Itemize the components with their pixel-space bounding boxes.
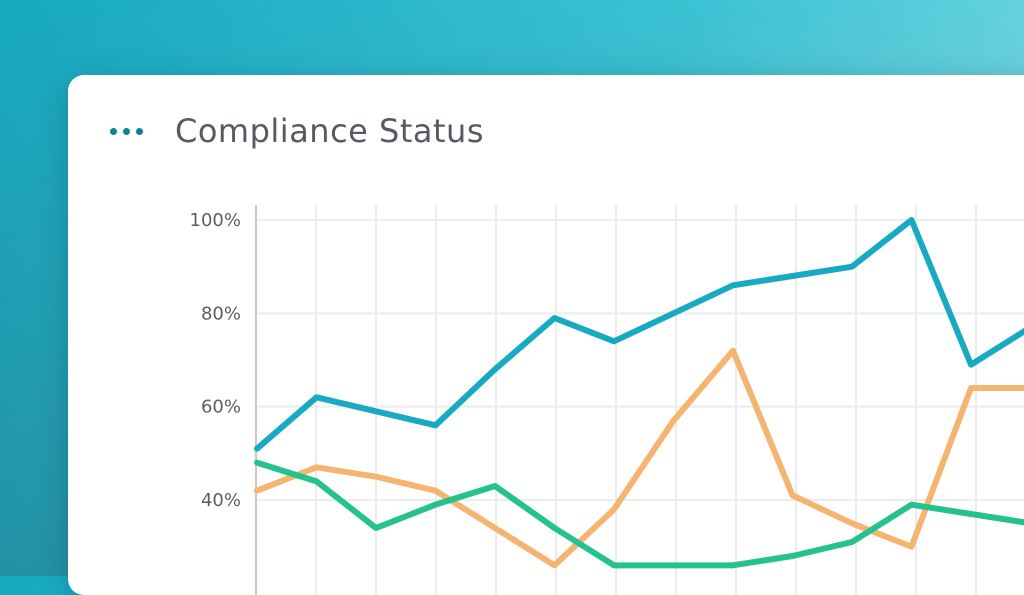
- line-chart: 100% 80% 60% 40%: [190, 205, 1024, 595]
- y-tick-label: 100%: [190, 210, 241, 231]
- series-line-1: [254, 217, 1024, 452]
- y-tick-label: 60%: [201, 397, 241, 418]
- more-options-icon[interactable]: [110, 127, 143, 135]
- series-line-2: [254, 347, 1024, 569]
- y-tick-label: 40%: [201, 490, 241, 511]
- grid: [256, 205, 1024, 595]
- card-title: Compliance Status: [175, 112, 484, 150]
- compliance-card: 100% 80% 60% 40% Compliance Status: [68, 75, 1024, 595]
- card-header: Compliance Status: [110, 112, 484, 150]
- y-tick-label: 80%: [201, 303, 241, 324]
- series-line-3: [254, 459, 1024, 569]
